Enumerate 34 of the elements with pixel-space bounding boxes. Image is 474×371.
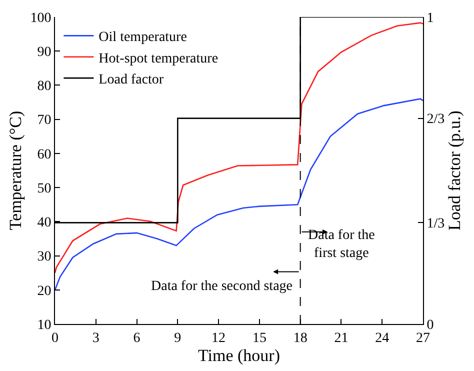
y-tick-label: 40	[37, 216, 52, 231]
y-tick-label: 10	[37, 318, 52, 333]
y-tick-label: 50	[37, 181, 52, 196]
x-tick-label: 15	[252, 330, 266, 346]
x-tick-label: 12	[212, 330, 226, 346]
x-tick-label: 18	[293, 330, 308, 346]
x-tick-label: 0	[52, 330, 58, 346]
y2-tick-label: 1/3	[426, 216, 445, 232]
y-tick-label: 70	[37, 113, 52, 128]
y-tick-label: 90	[37, 45, 52, 60]
y-tick-label: 100	[30, 10, 52, 26]
y2-tick-label: 2/3	[426, 112, 445, 128]
x-tick-label: 21	[334, 330, 348, 346]
x-tick-label: 27	[416, 330, 430, 346]
y-tick-label: 60	[37, 147, 52, 162]
x-axis-title: Time (hour)	[198, 346, 280, 365]
legend-label: Oil temperature	[98, 30, 187, 46]
line-series	[55, 98, 423, 291]
y-tick-label: 80	[37, 79, 52, 94]
legend-label: Hot-spot temperature	[98, 51, 218, 66]
y2-axis-title: Load factor (p.u.)	[445, 110, 464, 230]
y-axis-title: Temperature (°C)	[6, 110, 25, 230]
line-series	[55, 22, 423, 274]
annotation: Data for the second stage	[151, 279, 292, 294]
x-tick-label: 24	[375, 330, 390, 346]
y2-tick-label: 1	[426, 10, 434, 26]
legend-label: Load factor	[98, 72, 164, 88]
x-tick-label: 9	[174, 330, 182, 346]
x-tick-label: 3	[92, 330, 100, 346]
annotation: Data for the first stage	[308, 228, 375, 262]
y-tick-label: 20	[37, 284, 52, 299]
y-tick-label: 30	[37, 250, 52, 265]
y2-tick-label: 0	[426, 318, 434, 333]
x-tick-label: 6	[133, 330, 140, 346]
